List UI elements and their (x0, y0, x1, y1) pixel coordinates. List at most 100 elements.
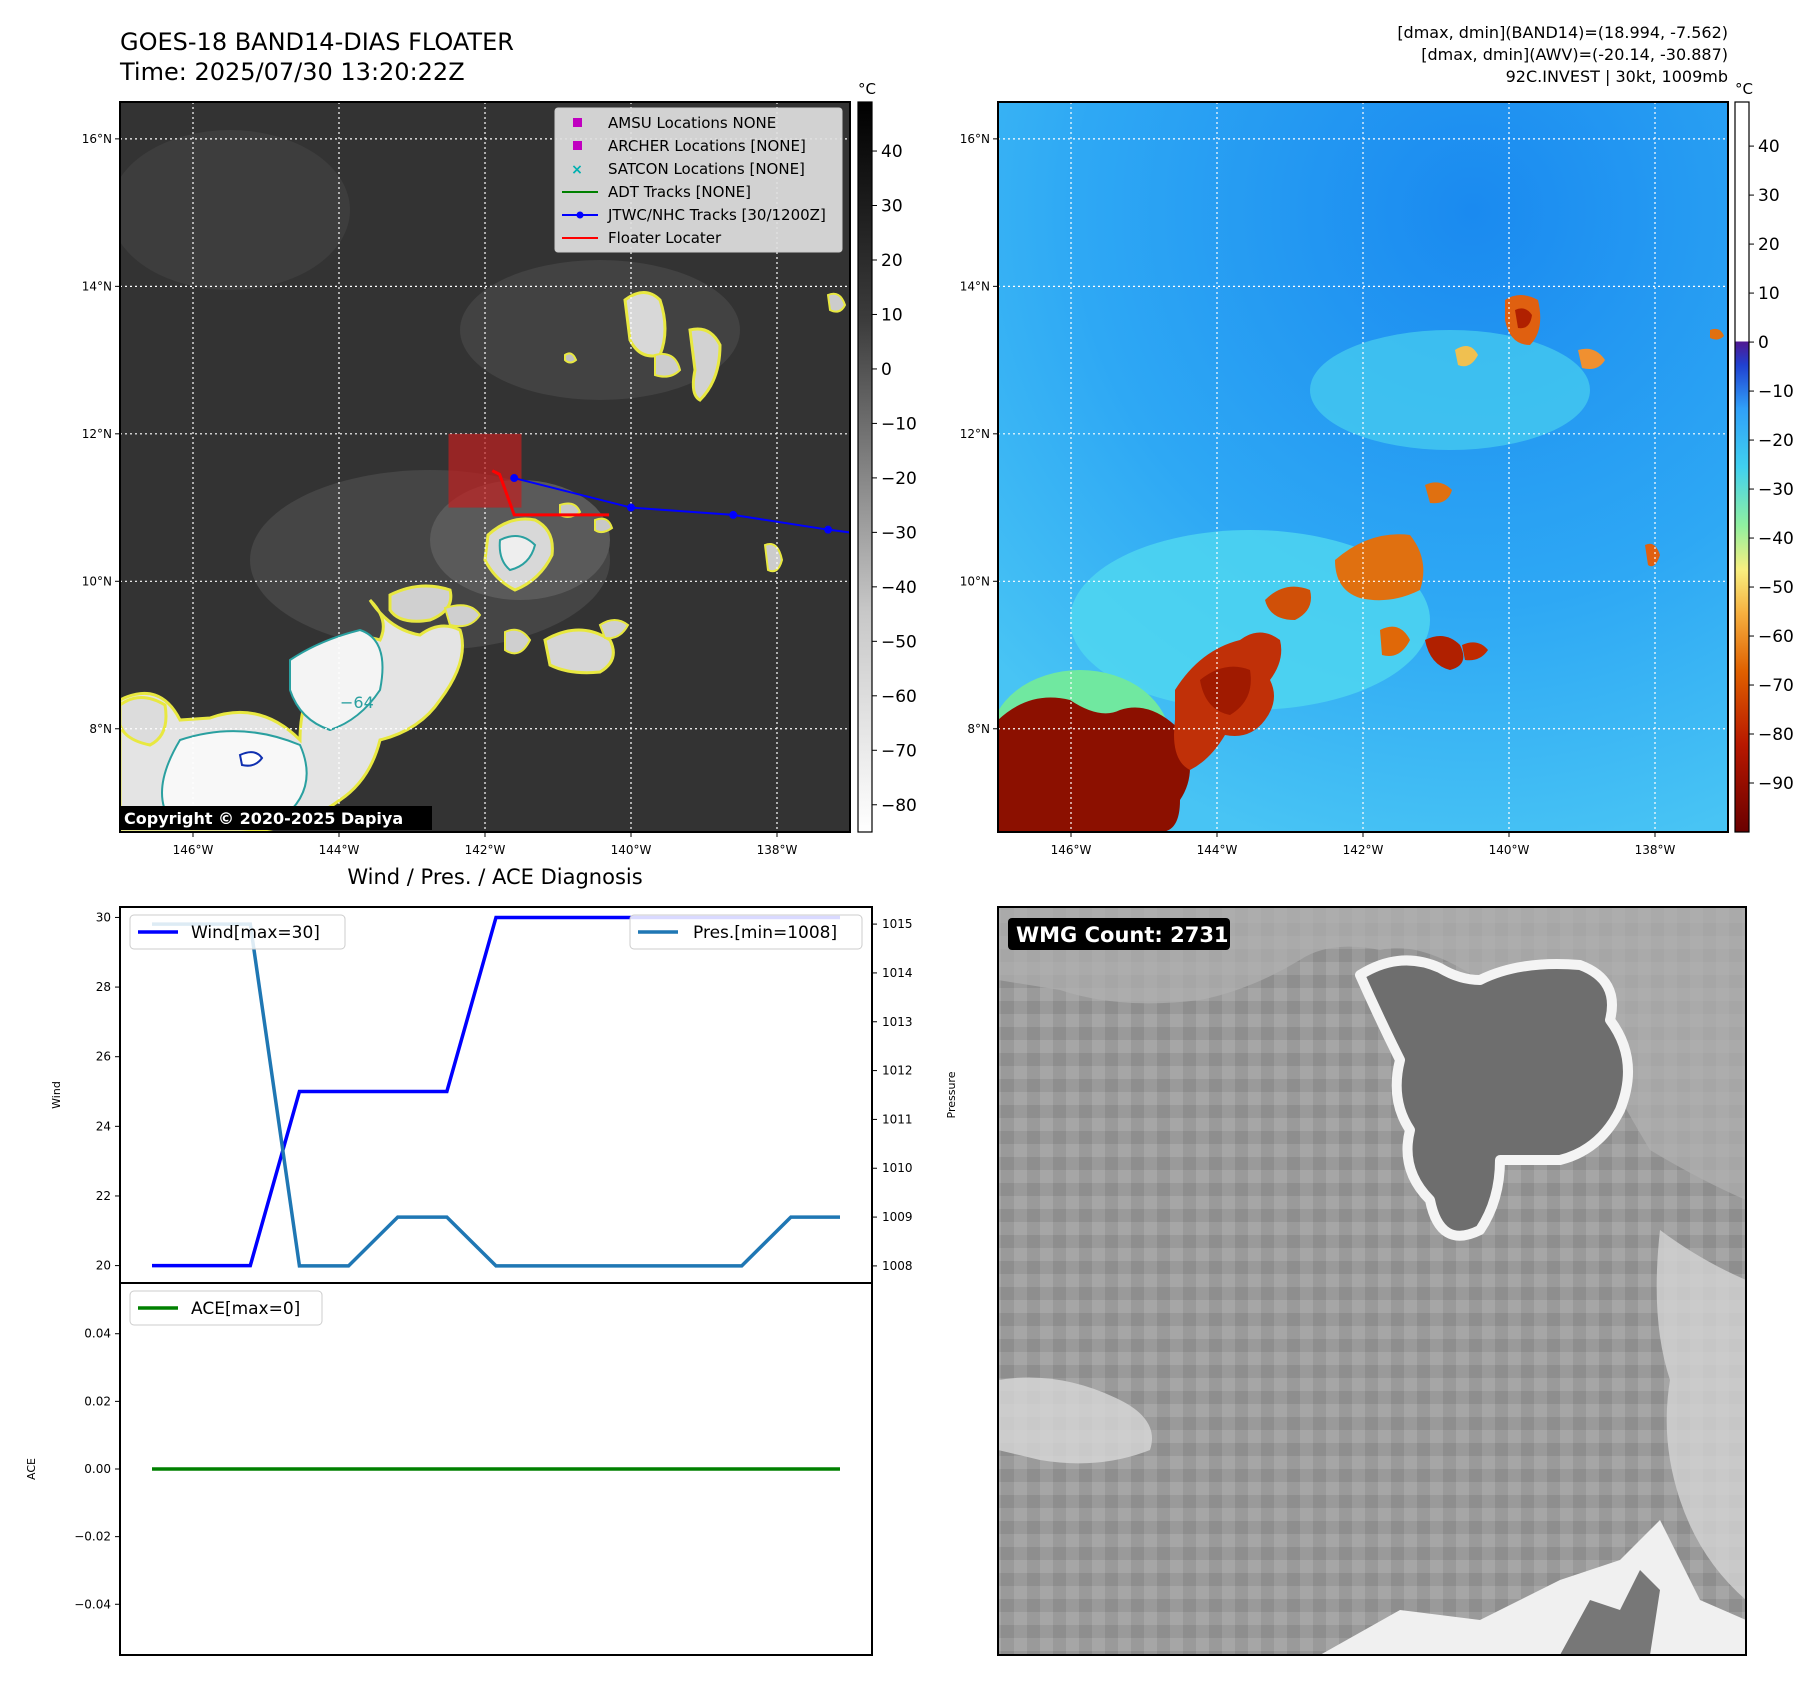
pressure-tick-label: 1010 (882, 1161, 913, 1175)
colorbar-tick-label: −40 (881, 578, 917, 598)
pressure-tick-label: 1012 (882, 1064, 913, 1078)
awv-moisture-field (998, 295, 1724, 832)
wind-tick-label: 26 (96, 1050, 111, 1064)
jtwc-track-point (824, 525, 833, 534)
colorbar-tick-label: −80 (881, 796, 917, 816)
wmg-frame (997, 906, 1747, 1656)
colorbar-tick-label: −50 (881, 632, 917, 652)
colorbar-tick-label: −20 (1758, 431, 1794, 451)
wmg-field (998, 907, 1746, 1655)
legend-label: AMSU Locations NONE (608, 114, 776, 132)
band14-colorbar: °C 40 30 20 10 0 −10 −20 −30 −40 −50 −60 −70 −80 (857, 80, 917, 833)
lat-tick-label: 8°N (967, 722, 990, 736)
lon-tick-label: 138°W (757, 843, 798, 857)
lat-tick-label: 12°N (960, 427, 990, 441)
wind-tick-label: 24 (96, 1119, 111, 1133)
lat-tick-label: 8°N (89, 722, 112, 736)
colorbar-tick-label: −10 (881, 414, 917, 434)
legend-marker-dot (576, 211, 584, 219)
lon-tick-label: 142°W (465, 843, 506, 857)
lon-tick-label: 144°W (319, 843, 360, 857)
colorbar-tick-label: 20 (1758, 235, 1780, 255)
colorbar-tick-label: −30 (881, 523, 917, 543)
legend-label: SATCON Locations [NONE] (608, 160, 805, 178)
pressure-tick-label: 1015 (882, 917, 913, 931)
lat-tick-label: 16°N (960, 132, 990, 146)
colorbar-tick-label: −10 (1758, 382, 1794, 402)
legend-label: ARCHER Locations [NONE] (608, 137, 806, 155)
ace-axis-label: ACE (25, 1458, 38, 1480)
floater-locater-line (491, 469, 610, 517)
lat-tick-label: 10°N (82, 574, 112, 588)
lon-tick-label: 140°W (611, 843, 652, 857)
floater-box (448, 433, 522, 508)
wmg-panel: WMG Count: 2731 (997, 906, 1747, 1656)
lat-tick-label: 14°N (82, 279, 112, 293)
wind-legend-label: Wind[max=30] (191, 923, 320, 943)
legend-box (554, 107, 843, 253)
figure-time: Time: 2025/07/30 13:20:22Z (119, 58, 465, 86)
band14-legend: AMSU Locations NONE ARCHER Locations [NON… (554, 107, 843, 253)
legend-label: JTWC/NHC Tracks [30/1200Z] (607, 206, 826, 224)
colorbar-tick-label: −70 (881, 741, 917, 761)
band14-axis-labels: 146°W 144°W 142°W 140°W 138°W 16°N 14°N 12°N 10°… (82, 132, 798, 857)
colorbar-tick-label: −60 (881, 687, 917, 707)
ace-chart: 0.04 0.02 0.00 −0.02 −0.04 ACE ACE[max=0] (25, 1282, 873, 1656)
jtwc-track-point (627, 503, 635, 512)
pressure-tick-label: 1011 (882, 1112, 913, 1126)
colorbar-tick-label: 30 (1758, 186, 1780, 206)
wind-axis-label: Wind (50, 1081, 63, 1109)
colorbar-tick-label: 0 (881, 360, 892, 380)
colorbar-tick-label: 10 (1758, 284, 1780, 304)
colorbar-tick-label: 20 (881, 251, 903, 271)
band14-map: −64 Copyright © 2020-2025 Dapiya AMSU Lo… (82, 101, 851, 857)
lat-tick-label: 10°N (960, 574, 990, 588)
pressure-tick-label: 1008 (882, 1259, 913, 1273)
info-storm: 92C.INVEST | 30kt, 1009mb (1506, 67, 1728, 86)
colorbar-tick-label: 40 (1758, 137, 1780, 157)
colorbar-tick-label: 0 (1758, 333, 1769, 353)
colorbar-tick-label: −50 (1758, 578, 1794, 598)
legend-label: ADT Tracks [NONE] (608, 183, 751, 201)
ace-tick-label: 0.04 (84, 1327, 111, 1341)
ace-legend: ACE[max=0] (129, 1290, 323, 1326)
awv-colorbar: °C 40 30 20 10 0 −10 −20 −30 −40 −50 −60 −70 −80 −90 (1734, 80, 1794, 833)
lon-tick-label: 144°W (1197, 843, 1238, 857)
wind-pressure-frame (119, 906, 873, 1284)
jtwc-track-point (510, 474, 519, 483)
info-awv-range: [dmax, dmin](AWV)=(-20.14, -30.887) (1421, 45, 1728, 64)
awv-axis-labels: 146°W 144°W 142°W 140°W 138°W 16°N 14°N 12°N 10°… (960, 132, 1676, 857)
pressure-tick-label: 1009 (882, 1210, 913, 1224)
wind-pressure-chart: 30 28 26 24 22 20 1015 1014 1013 1012 1011 1010 1009… (50, 906, 958, 1284)
wind-tick-label: 28 (96, 980, 111, 994)
awv-map: 146°W 144°W 142°W 140°W 138°W 16°N 14°N 12°N 10°… (960, 101, 1729, 857)
colorbar-tick-label: −90 (1758, 774, 1794, 794)
band14-tracks (491, 469, 850, 534)
lon-tick-label: 140°W (1489, 843, 1530, 857)
lon-tick-label: 146°W (173, 843, 214, 857)
figure-title: GOES-18 BAND14-DIAS FLOATER (120, 28, 514, 56)
colorbar-tick-label: 30 (881, 197, 903, 217)
contour-label: −64 (340, 693, 374, 712)
wmg-count-label: WMG Count: 2731 (1016, 923, 1229, 947)
band14-colorbar-bar (857, 101, 873, 833)
awv-colorbar-unit: °C (1735, 80, 1753, 98)
awv-colorbar-bar (1734, 101, 1750, 833)
ace-legend-label: ACE[max=0] (191, 1299, 300, 1319)
pressure-legend: Pres.[min=1008] (629, 914, 863, 950)
wind-tick-label: 30 (96, 910, 111, 924)
copyright-background (120, 806, 432, 830)
lon-tick-label: 142°W (1343, 843, 1384, 857)
lon-tick-label: 138°W (1635, 843, 1676, 857)
info-band14-range: [dmax, dmin](BAND14)=(18.994, -7.562) (1397, 23, 1728, 42)
wind-tick-label: 22 (96, 1189, 111, 1203)
colorbar-tick-label: 10 (881, 305, 903, 325)
band14-cloud-field (120, 130, 847, 832)
legend-label: Floater Locater (608, 229, 722, 247)
pressure-axis-label: Pressure (945, 1071, 958, 1118)
diagnosis-title: Wind / Pres. / ACE Diagnosis (347, 865, 642, 889)
colorbar-tick-label: −70 (1758, 676, 1794, 696)
awv-gridlines (998, 102, 1728, 832)
ace-tick-label: −0.04 (74, 1597, 111, 1611)
colorbar-tick-label: −80 (1758, 725, 1794, 745)
